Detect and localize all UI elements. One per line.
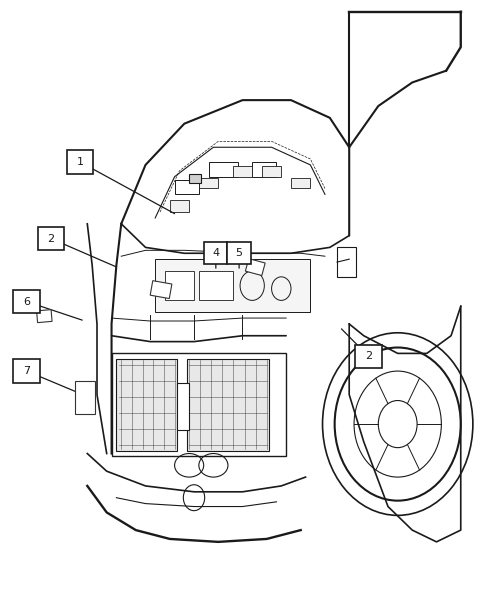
Bar xyxy=(208,162,237,177)
Bar xyxy=(116,359,177,451)
Bar xyxy=(186,359,269,451)
Bar xyxy=(261,166,281,177)
Bar xyxy=(198,271,232,300)
Bar xyxy=(290,178,310,188)
Text: 2: 2 xyxy=(47,234,54,243)
FancyBboxPatch shape xyxy=(245,259,265,276)
FancyBboxPatch shape xyxy=(38,227,64,250)
FancyBboxPatch shape xyxy=(14,359,40,383)
Bar xyxy=(198,178,218,188)
FancyBboxPatch shape xyxy=(150,281,171,299)
Bar xyxy=(174,180,198,194)
Bar xyxy=(155,259,310,312)
FancyBboxPatch shape xyxy=(111,353,286,456)
Text: 5: 5 xyxy=(235,249,242,258)
Bar xyxy=(336,247,356,277)
Bar xyxy=(177,383,189,430)
Text: 2: 2 xyxy=(364,352,371,361)
Text: 1: 1 xyxy=(76,157,83,167)
Bar xyxy=(165,271,194,300)
Bar xyxy=(232,166,252,177)
FancyBboxPatch shape xyxy=(354,345,381,368)
FancyBboxPatch shape xyxy=(14,290,40,313)
Bar xyxy=(189,174,201,183)
Bar xyxy=(252,162,276,177)
Text: 4: 4 xyxy=(212,249,219,258)
FancyBboxPatch shape xyxy=(75,382,94,414)
Bar xyxy=(169,200,189,212)
Text: 7: 7 xyxy=(23,366,30,376)
FancyBboxPatch shape xyxy=(36,310,52,323)
FancyBboxPatch shape xyxy=(204,242,227,264)
FancyBboxPatch shape xyxy=(227,242,250,264)
Text: 6: 6 xyxy=(23,297,30,306)
FancyBboxPatch shape xyxy=(67,150,93,174)
